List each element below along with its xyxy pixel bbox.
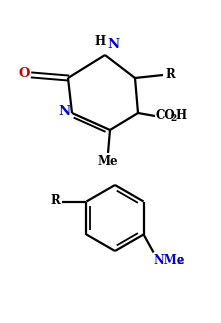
Text: N: N (107, 38, 119, 51)
Text: 2: 2 (178, 256, 184, 266)
Text: 2: 2 (170, 113, 177, 122)
Text: R: R (51, 194, 60, 207)
Text: Me: Me (98, 155, 118, 168)
Text: O: O (19, 67, 30, 79)
Text: R: R (165, 68, 175, 80)
Text: H: H (175, 109, 186, 121)
Text: NMe: NMe (154, 255, 185, 267)
Text: N: N (58, 105, 70, 118)
Text: CO: CO (156, 109, 176, 121)
Text: H: H (94, 35, 106, 48)
